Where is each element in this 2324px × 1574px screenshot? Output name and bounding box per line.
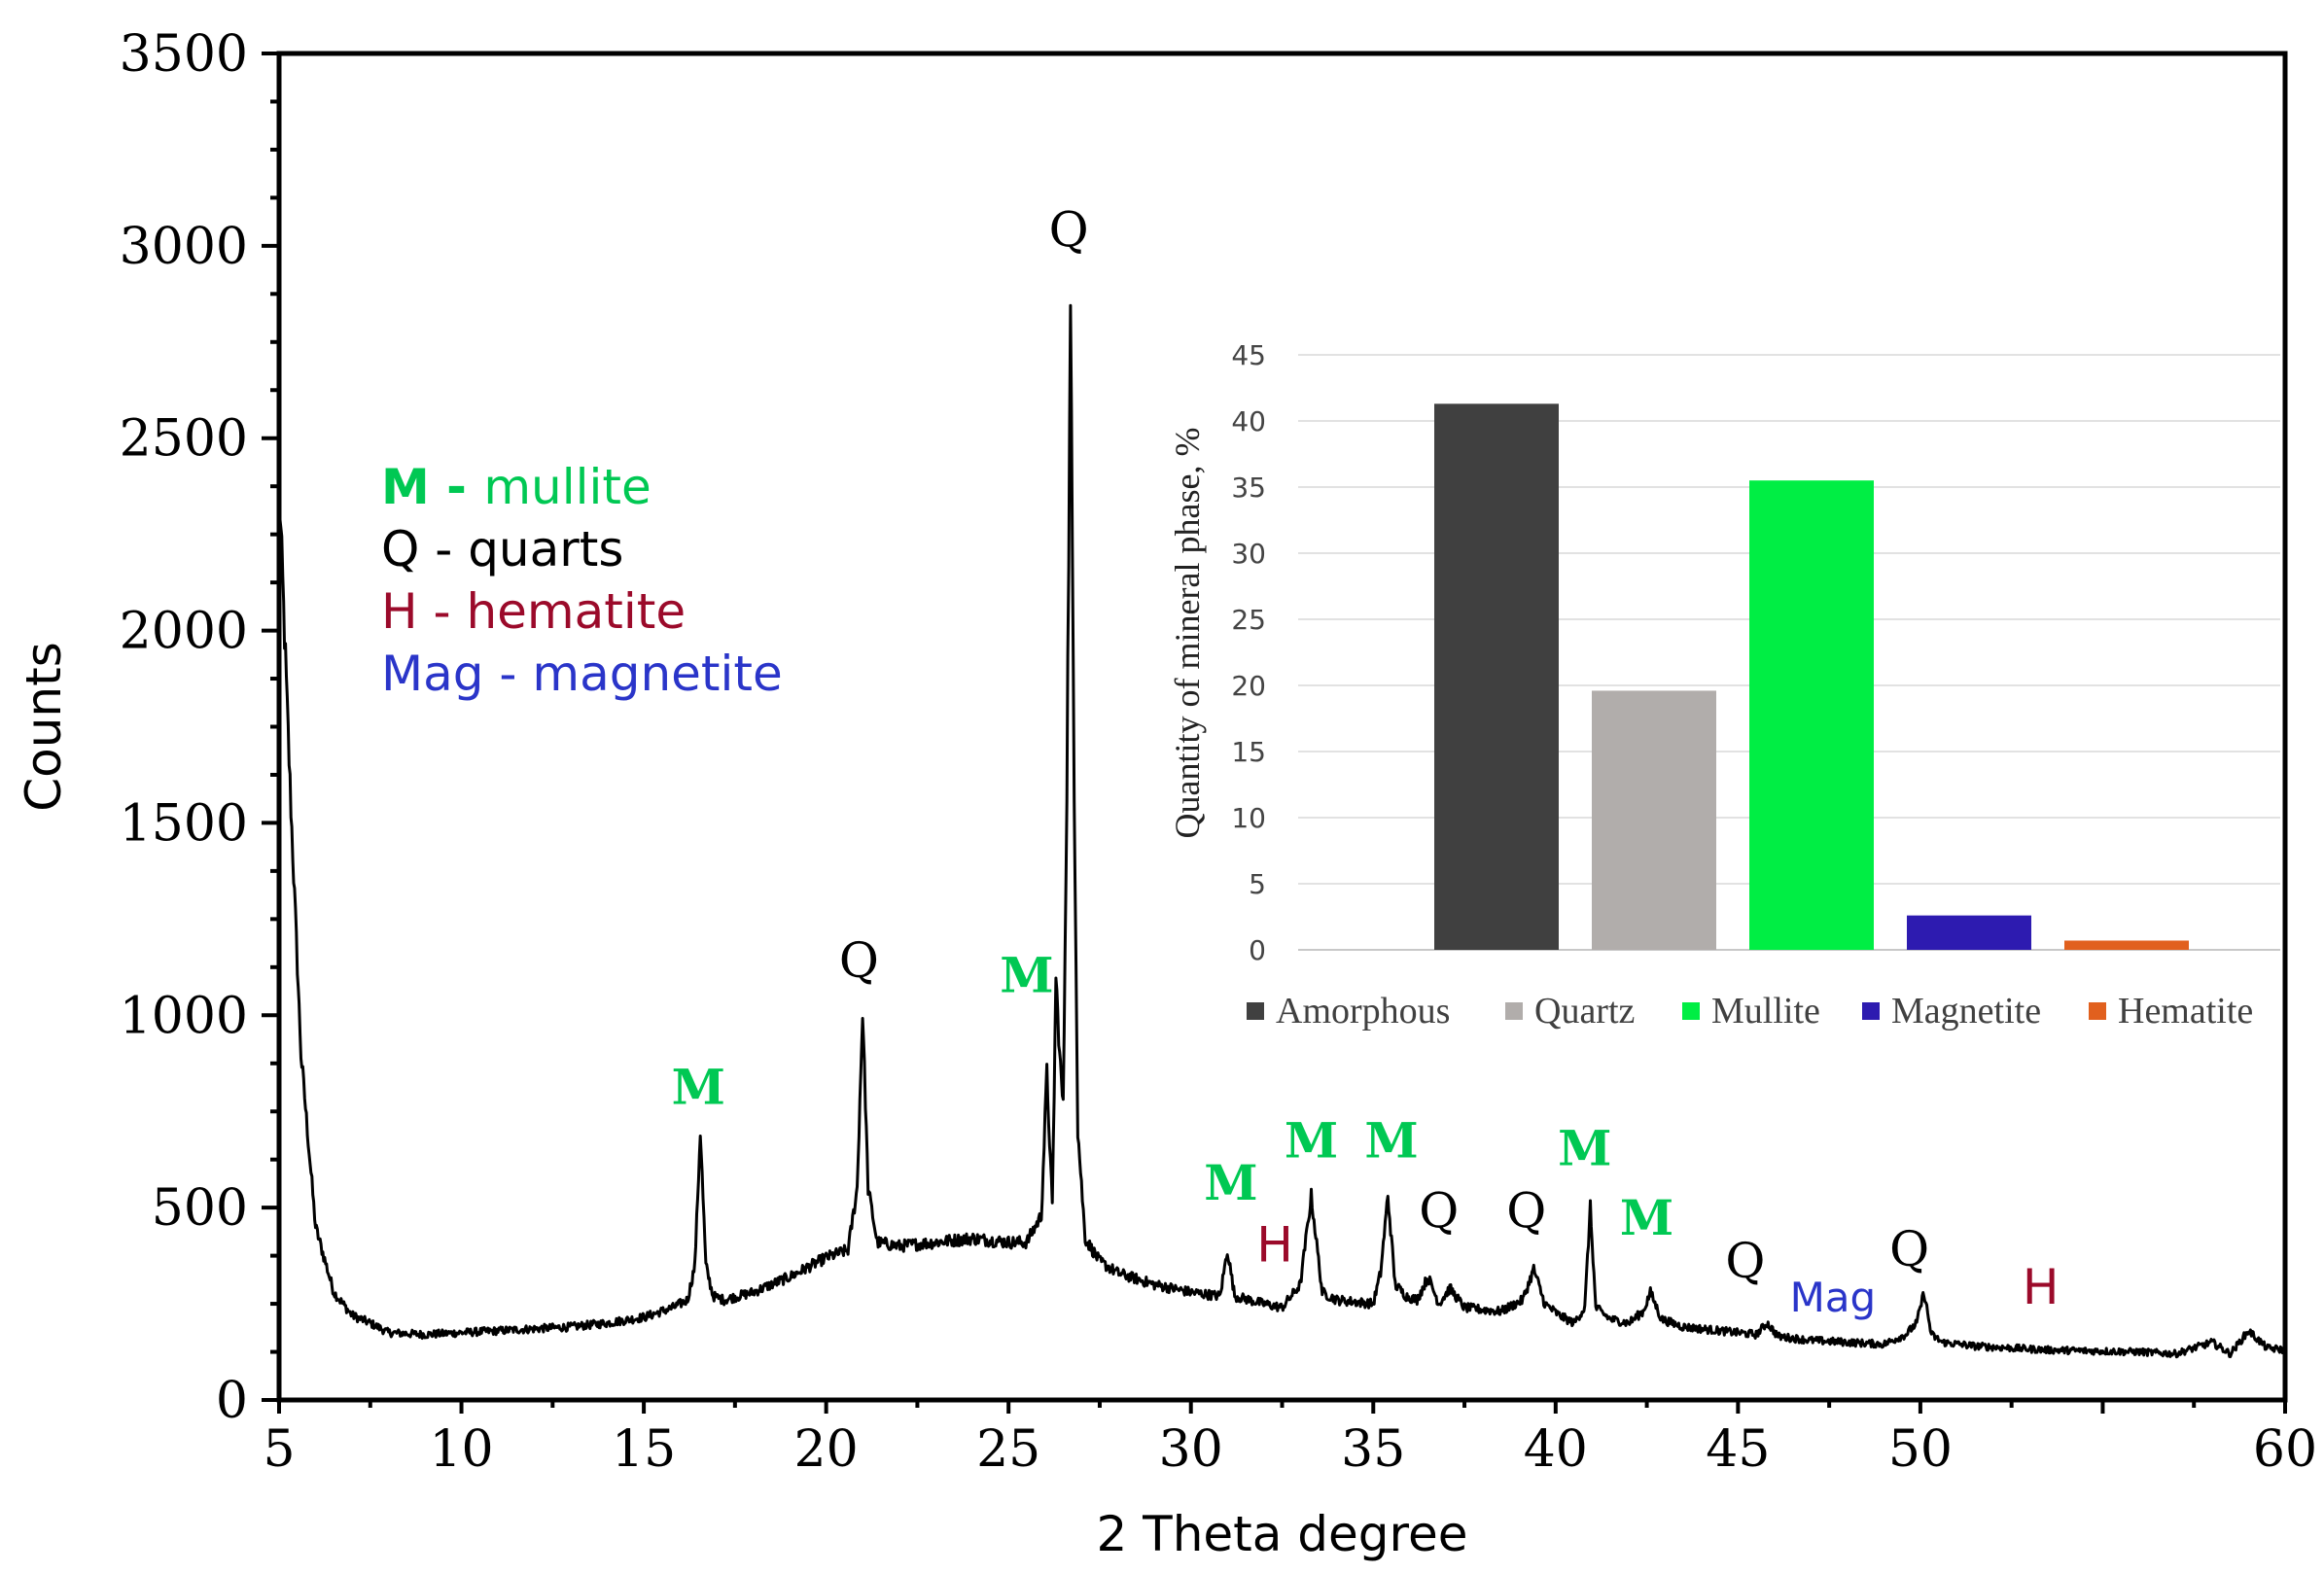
x-tick-label: 50: [1888, 1420, 1953, 1479]
inset-legend-swatch-magnetite: [1862, 1002, 1880, 1020]
y-tick-label: 3500: [120, 25, 248, 84]
peak-label-mag: Mag: [1790, 1274, 1877, 1321]
peak-label-m: M: [1285, 1112, 1338, 1170]
inset-bar-quartz: [1592, 690, 1716, 950]
inset-y-tick-label: 5: [1249, 868, 1266, 900]
main-axis-ticks: [262, 52, 2287, 1414]
inset-y-tick-label: 20: [1231, 670, 1266, 702]
inset-bar-hematite: [2064, 940, 2189, 950]
inset-y-tick-label: 45: [1231, 339, 1266, 371]
legend-name: magnetite: [532, 646, 782, 702]
legend-code: M -: [381, 459, 483, 515]
main-xrd-plot: 5 10 15 20 25 30 35 40 45 50 600500100015002000250…: [16, 25, 2317, 1562]
inset-legend-label-quartz: Quartz: [1534, 991, 1635, 1032]
x-tick-label: 30: [1159, 1420, 1223, 1479]
inset-legend-label-mullite: Mullite: [1711, 991, 1820, 1032]
inset-legend-swatch-amorphous: [1247, 1002, 1264, 1020]
main-y-axis-label: Counts: [16, 642, 72, 812]
x-tick-label: 15: [612, 1420, 676, 1479]
xrd-pattern-line: [277, 303, 2287, 1359]
main-plot-frame: [276, 51, 2288, 1403]
inset-bars: [1434, 403, 2189, 950]
inset-y-tick-labels: 0 5 10 15 20 25 30 35 40 45: [1231, 339, 1266, 966]
legend-quarts: Q - quarts: [381, 521, 623, 577]
inset-y-axis-label: Quantity of mineral phase, %: [1168, 428, 1207, 839]
legend-code: Mag -: [381, 646, 532, 702]
inset-y-tick-label: 10: [1231, 802, 1266, 834]
peak-label-q: Q: [1725, 1232, 1765, 1288]
x-tick-label: 25: [976, 1420, 1040, 1479]
inset-y-tick-label: 25: [1231, 604, 1266, 636]
y-tick-label: 2500: [120, 410, 248, 469]
inset-y-tick-label: 30: [1231, 538, 1266, 570]
peak-label-m: M: [1364, 1112, 1418, 1170]
main-x-axis-label: 2 Theta degree: [1096, 1506, 1467, 1562]
peak-label-m: M: [1620, 1189, 1673, 1246]
inset-y-tick-label: 35: [1231, 472, 1266, 504]
inset-y-tick-label: 15: [1231, 736, 1266, 768]
x-tick-label: 35: [1341, 1420, 1405, 1479]
inset-y-tick-label: 40: [1231, 405, 1266, 437]
x-tick-label: 10: [429, 1420, 493, 1479]
y-tick-label: 0: [216, 1372, 248, 1430]
peak-label-m: M: [1558, 1120, 1611, 1177]
legend-code: H -: [381, 583, 466, 640]
peak-label-q: Q: [1506, 1182, 1546, 1239]
inset-bar-chart: 0 5 10 15 20 25 30 35 40 45 Quantity of mineral p…: [1168, 339, 2280, 1032]
legend-name: hematite: [466, 583, 686, 640]
inset-legend-label-magnetite: Magnetite: [1891, 991, 2041, 1032]
inset-legend-swatch-hematite: [2089, 1002, 2106, 1020]
peak-label-m: M: [672, 1058, 725, 1115]
y-tick-label: 500: [152, 1179, 248, 1238]
x-tick-label: 60: [2253, 1420, 2317, 1479]
x-tick-label: 45: [1706, 1420, 1770, 1479]
legend-hematite: H - hematite: [381, 583, 686, 640]
legend-name: quarts: [468, 521, 623, 577]
inset-legend-label-hematite: Hematite: [2118, 991, 2253, 1032]
inset-legend: Amorphous Quartz Mullite Magnetite Hematite: [1247, 991, 2253, 1032]
legend-mullite: M - mullite: [381, 459, 651, 515]
peak-label-q: Q: [1419, 1182, 1459, 1239]
peak-label-m: M: [1000, 947, 1053, 1004]
inset-bar-mullite: [1749, 480, 1874, 950]
x-tick-label: 5: [263, 1420, 295, 1479]
peak-label-m: M: [1204, 1154, 1257, 1211]
inset-bar-amorphous: [1434, 403, 1559, 950]
x-tick-label: 40: [1524, 1420, 1588, 1479]
inset-y-tick-label: 0: [1249, 934, 1266, 966]
peak-label-q: Q: [1889, 1221, 1929, 1277]
peak-label-h: H: [1256, 1217, 1293, 1274]
peak-label-q: Q: [839, 932, 879, 989]
inset-legend-swatch-quartz: [1505, 1002, 1523, 1020]
y-tick-label: 1000: [120, 987, 248, 1045]
inset-legend-swatch-mullite: [1682, 1002, 1700, 1020]
legend-code: Q -: [381, 521, 468, 577]
peak-label-h: H: [2023, 1259, 2060, 1315]
inset-bar-magnetite: [1907, 915, 2031, 950]
y-tick-label: 2000: [120, 603, 248, 661]
y-tick-label: 3000: [120, 218, 248, 276]
main-axis-tick-labels: 5 10 15 20 25 30 35 40 45 50 600500100015002000250…: [120, 25, 2317, 1479]
y-tick-label: 1500: [120, 794, 248, 853]
legend-name: mullite: [483, 459, 651, 515]
legend-magnetite: Mag - magnetite: [381, 646, 783, 702]
x-tick-label: 20: [794, 1420, 859, 1479]
inset-legend-label-amorphous: Amorphous: [1276, 991, 1450, 1032]
peak-label-q: Q: [1049, 201, 1089, 258]
